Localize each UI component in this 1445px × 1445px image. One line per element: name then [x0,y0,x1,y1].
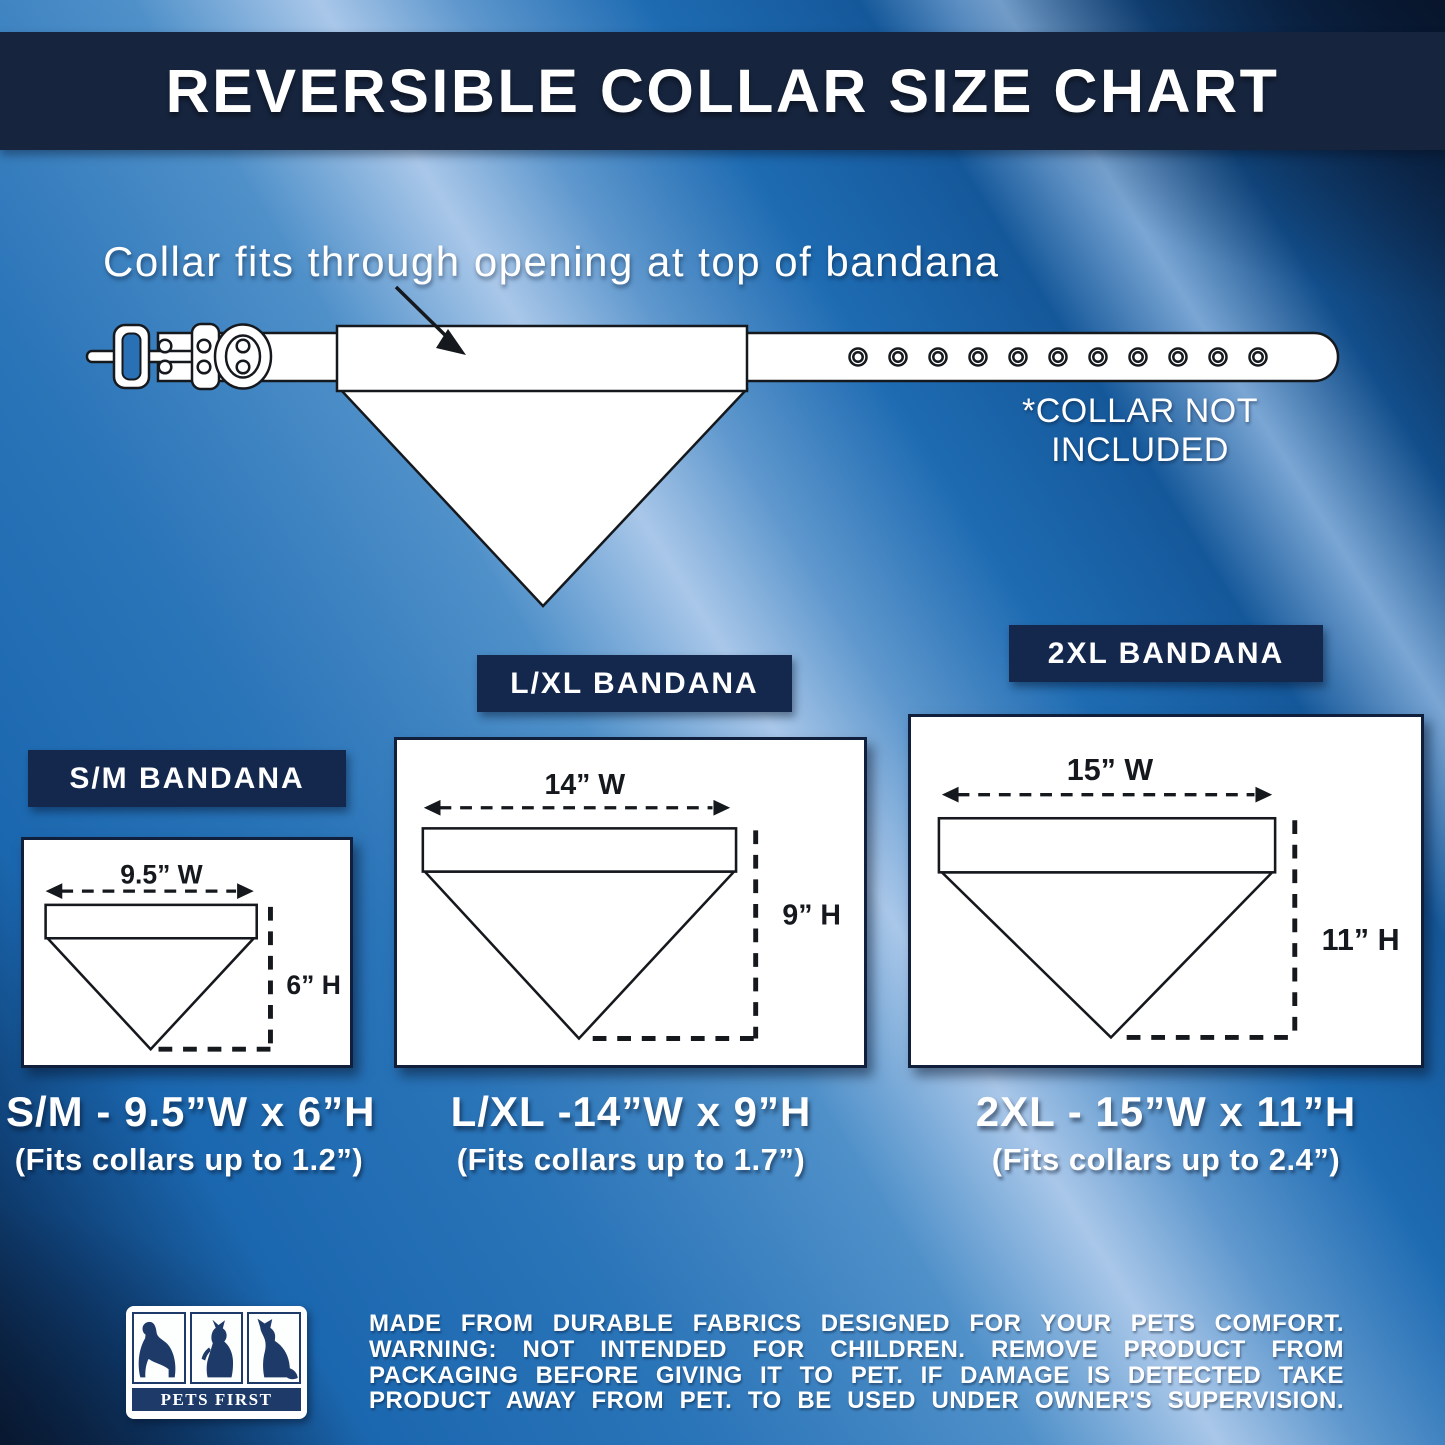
logo-dog-begging-icon [189,1312,244,1384]
section-header-2xl: 2XL BANDANA [1009,625,1323,682]
fits-label-2xl: (Fits collars up to 2.4”) [991,1142,1341,1177]
width-arrow-sm [45,883,254,899]
disclaimer-text: MADE FROM DURABLE FABRICS DESIGNED FOR Y… [369,1311,1344,1414]
height-label-sm: 6” H [286,970,341,1000]
bandana-outline-band-2xl [937,816,1277,874]
section-header-lxl: L/XL BANDANA [477,655,792,712]
section-header-sm: S/M BANDANA [28,750,346,807]
bandana-triangle [338,388,749,608]
title-banner: REVERSIBLE COLLAR SIZE CHART [0,32,1445,150]
height-label-lxl: 9” H [782,900,841,932]
bandana-outline-triangle-sm [44,936,257,1052]
size-panel-sm: 9.5” W 6” H [21,837,353,1068]
disclaimer-line: PACKAGING BEFORE GIVING IT TO PET. IF DA… [369,1361,1344,1389]
collar-buckle [85,322,273,391]
collar-caption: Collar fits through opening at top of ba… [103,238,1000,285]
width-label-2xl: 15” W [1067,753,1154,787]
bandana-outline-band-sm [44,903,258,940]
brand-logo: PETS FIRST [126,1306,307,1419]
width-arrow-2xl [941,786,1273,803]
collar-buckle-holes [157,338,251,375]
size-diagram-sm: 9.5” W 6” H [44,859,341,1052]
disclaimer-line: WARNING: NOT INTENDED FOR CHILDREN. REMO… [369,1335,1344,1363]
buckle-frame-opening [121,332,142,381]
width-label-sm: 9.5” W [120,859,202,889]
fits-label-sm: (Fits collars up to 1.2”) [14,1142,364,1177]
bandana-outline-band-lxl [421,827,738,873]
size-diagram-2xl: 15” W 11” H [937,753,1400,1040]
fits-label-lxl: (Fits collars up to 1.7”) [456,1142,806,1177]
size-panel-2xl: 15” W 11” H [908,714,1424,1068]
disclaimer-line: MADE FROM DURABLE FABRICS DESIGNED FOR Y… [369,1310,1344,1337]
size-panel-lxl: 14” W 9” H [394,737,867,1068]
page-title: REVERSIBLE COLLAR SIZE CHART [165,57,1280,125]
pointer-arrow-icon [394,285,466,355]
bandana-outline-triangle-2xl [938,871,1276,1040]
logo-dog-sitting-icon [132,1312,186,1384]
bandana-sleeve [335,324,749,393]
collar-illustration [85,285,1340,608]
size-label-2xl: 2XL - 15”W x 11”H [975,1088,1357,1135]
logo-wordmark: PETS FIRST [132,1388,301,1411]
size-label-lxl: L/XL -14”W x 9”H [450,1088,812,1135]
size-diagram-lxl: 14” W 9” H [421,769,841,1041]
width-label-lxl: 14” W [544,769,625,801]
width-arrow-lxl [423,799,731,816]
logo-shepherd-icon [247,1312,302,1384]
height-label-2xl: 11” H [1322,923,1400,957]
bandana-outline-triangle-lxl [421,870,738,1041]
size-label-sm: S/M - 9.5”W x 6”H [6,1088,376,1135]
collar-eyelets [848,347,1268,367]
disclaimer-line: PRODUCT AWAY FROM PET. TO BE USED UNDER … [369,1387,1344,1415]
collar-not-included-note: *COLLAR NOT INCLUDED [1022,392,1258,469]
